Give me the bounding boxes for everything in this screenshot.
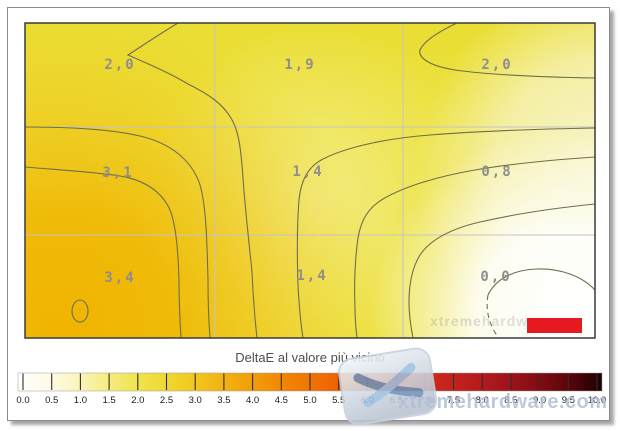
- colorbar-tick-label: 2.5: [160, 395, 173, 406]
- cell-value-labels: 2,0 1,9 2,0 3,1 1,4 0,8 3,4 1,4 0,0: [102, 57, 512, 286]
- colorbar-tick-label: 3.0: [189, 395, 202, 406]
- colorbar-tick-label: 8.0: [476, 395, 489, 406]
- contour-line-1.0: [354, 156, 595, 338]
- colorbar-tick-label: 4.5: [275, 395, 288, 406]
- colorbar-tick-label: 5.5: [332, 395, 345, 406]
- site-watermark-text: xtremehardware.com: [398, 391, 608, 413]
- contour-field: xtremehardware: [25, 23, 595, 338]
- colorbar-tick-label: 0.0: [16, 395, 29, 406]
- colorbar-tick-label: 4.0: [246, 395, 259, 406]
- cell-value: 3,1: [102, 165, 133, 181]
- plot-border: [24, 22, 596, 339]
- colorbar-tick-label: 1.0: [74, 395, 87, 406]
- contour-line-2.5: [25, 126, 211, 338]
- contour-line-1.5-topright: [419, 23, 595, 79]
- colorbar-tick-label: 8.5: [504, 395, 517, 406]
- inner-watermark-text: xtremehardware: [430, 313, 552, 329]
- contour-line-0.5: [408, 203, 595, 338]
- cell-value: 1,4: [296, 268, 327, 284]
- colorbar-tick-label: 9.5: [562, 395, 575, 406]
- cell-value: 0,8: [481, 164, 512, 180]
- colorbar-tick-label: 1.5: [102, 395, 115, 406]
- contour-line-2.0: [126, 23, 258, 338]
- colorbar-tick-label: 2.0: [131, 395, 144, 406]
- contour-ellipse-peak: [71, 299, 89, 323]
- colorbar-tick-label: 5.0: [303, 395, 316, 406]
- contour-line-1.5: [296, 127, 595, 338]
- colorbar-tick-label: 10.0: [588, 395, 607, 406]
- colorbar-tick-label: 9.0: [533, 395, 546, 406]
- cell-value: 2,0: [481, 57, 512, 73]
- cell-value: 1,9: [284, 57, 315, 73]
- cell-value: 0,0: [480, 269, 511, 285]
- logo-swoosh-icon: [363, 363, 416, 408]
- contour-line-0.0: [487, 268, 595, 296]
- contour-line-3.0: [25, 166, 182, 338]
- field-white-min: [25, 23, 595, 338]
- contour-line-0.0-dashed: [486, 294, 500, 338]
- colorbar-tick-label: 7.5: [447, 395, 460, 406]
- colorbar-tick-label: 3.5: [217, 395, 230, 406]
- red-rectangle-marker: [527, 318, 582, 333]
- cell-value: 3,4: [104, 270, 135, 286]
- colorbar-tick-label: 0.5: [45, 395, 58, 406]
- cell-value: 1,4: [292, 164, 323, 180]
- colorbar-ticks: 0.00.51.01.52.02.53.03.54.04.55.05.56.06…: [16, 373, 607, 406]
- xtremehardware-logo: [338, 347, 438, 426]
- cell-value: 2,0: [104, 57, 135, 73]
